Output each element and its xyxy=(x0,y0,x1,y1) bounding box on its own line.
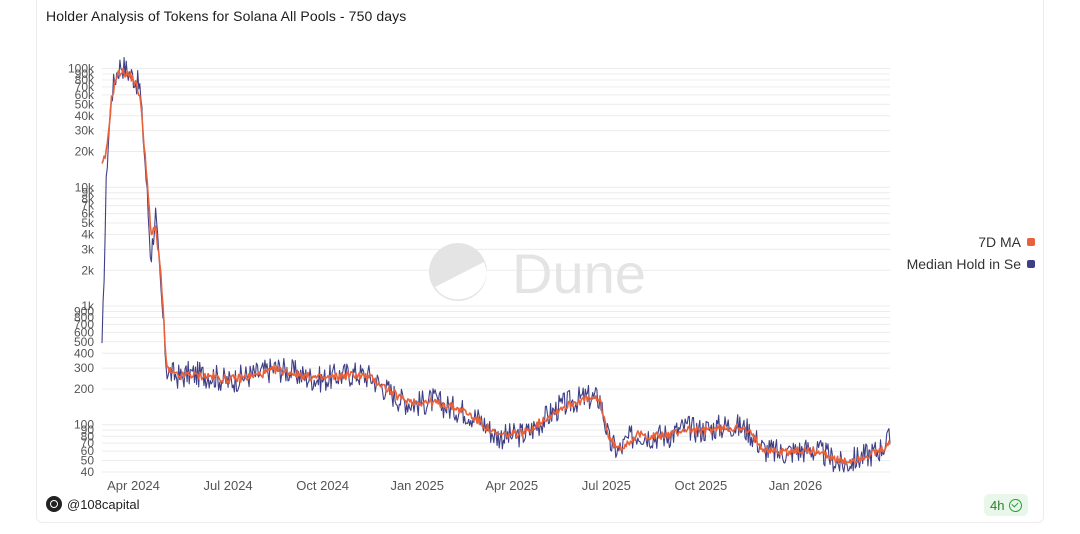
y-tick-label: 6k xyxy=(81,207,95,221)
y-tick-label: 10k xyxy=(75,180,95,194)
y-tick-label: 4k xyxy=(81,228,95,242)
x-tick-label: Apr 2024 xyxy=(107,478,160,493)
avatar xyxy=(46,496,62,512)
y-tick-label: 80 xyxy=(81,429,95,443)
legend-item-7d-ma[interactable]: 7D MA xyxy=(907,231,1035,253)
y-tick-label: 80k xyxy=(75,73,95,87)
y-tick-label: 70k xyxy=(75,80,95,94)
x-tick-label: Apr 2025 xyxy=(485,478,538,493)
legend-item-median-hold[interactable]: Median Hold in Se xyxy=(907,253,1035,275)
y-tick-label: 50 xyxy=(81,453,95,467)
y-tick-label: 50k xyxy=(75,97,95,111)
y-tick-label: 8k xyxy=(81,192,95,206)
legend-swatch xyxy=(1027,238,1035,246)
x-tick-label: Jul 2024 xyxy=(204,478,253,493)
dune-logo-icon xyxy=(429,243,487,301)
plot-series xyxy=(101,57,891,473)
y-tick-label: 90k xyxy=(75,67,95,81)
y-tick-label: 40k xyxy=(75,109,95,123)
author-name: @108capital xyxy=(67,496,140,512)
x-tick-label: Oct 2024 xyxy=(296,478,349,493)
x-tick-label: Jan 2026 xyxy=(769,478,823,493)
author-link[interactable]: @108capital xyxy=(46,496,139,512)
y-tick-label: 9k xyxy=(81,186,95,200)
chart-title: Holder Analysis of Tokens for Solana All… xyxy=(46,8,407,24)
legend-label: 7D MA xyxy=(978,234,1021,250)
x-tick-label: Jan 2025 xyxy=(390,478,444,493)
x-tick-label: Jul 2025 xyxy=(582,478,631,493)
y-tick-label: 90 xyxy=(81,423,95,437)
y-tick-label: 2k xyxy=(81,263,95,277)
y-tick-label: 20k xyxy=(75,145,95,159)
y-tick-label: 600 xyxy=(74,325,94,339)
freshness-text: 4h xyxy=(990,497,1005,513)
legend-swatch xyxy=(1027,260,1035,268)
y-tick-label: 100k xyxy=(68,62,95,76)
x-tick-label: Oct 2025 xyxy=(674,478,727,493)
y-tick-label: 60 xyxy=(81,444,95,458)
series-line-7d-ma xyxy=(101,67,891,465)
legend: 7D MA Median Hold in Se xyxy=(907,231,1035,275)
y-tick-label: 5k xyxy=(81,216,95,230)
y-tick-label: 500 xyxy=(74,335,94,349)
y-axis: 4050607080901002003004005006007008009001… xyxy=(68,62,95,479)
y-tick-label: 1k xyxy=(81,299,95,313)
y-tick-label: 7k xyxy=(81,199,95,213)
y-tick-label: 900 xyxy=(74,304,94,318)
legend-label: Median Hold in Se xyxy=(906,256,1021,272)
y-tick-label: 40 xyxy=(81,465,95,479)
y-tick-label: 400 xyxy=(74,346,94,360)
series-line-median-hold xyxy=(101,57,891,473)
gridlines xyxy=(102,68,890,473)
y-tick-label: 100 xyxy=(74,418,94,432)
freshness-badge[interactable]: 4h xyxy=(984,494,1029,516)
y-tick-label: 200 xyxy=(74,382,94,396)
y-tick-label: 30k xyxy=(75,124,95,138)
y-tick-label: 3k xyxy=(81,242,95,256)
check-circle-icon xyxy=(1009,498,1023,512)
dune-watermark: Dune xyxy=(512,242,646,305)
y-tick-label: 800 xyxy=(74,311,94,325)
x-axis: Apr 2024 Jul 2024 Oct 2024 Jan 2025 Apr 2025… xyxy=(107,478,822,493)
y-tick-label: 60k xyxy=(75,88,95,102)
y-tick-label: 700 xyxy=(74,317,94,331)
y-tick-label: 70 xyxy=(81,436,95,450)
y-tick-label: 300 xyxy=(74,361,94,375)
